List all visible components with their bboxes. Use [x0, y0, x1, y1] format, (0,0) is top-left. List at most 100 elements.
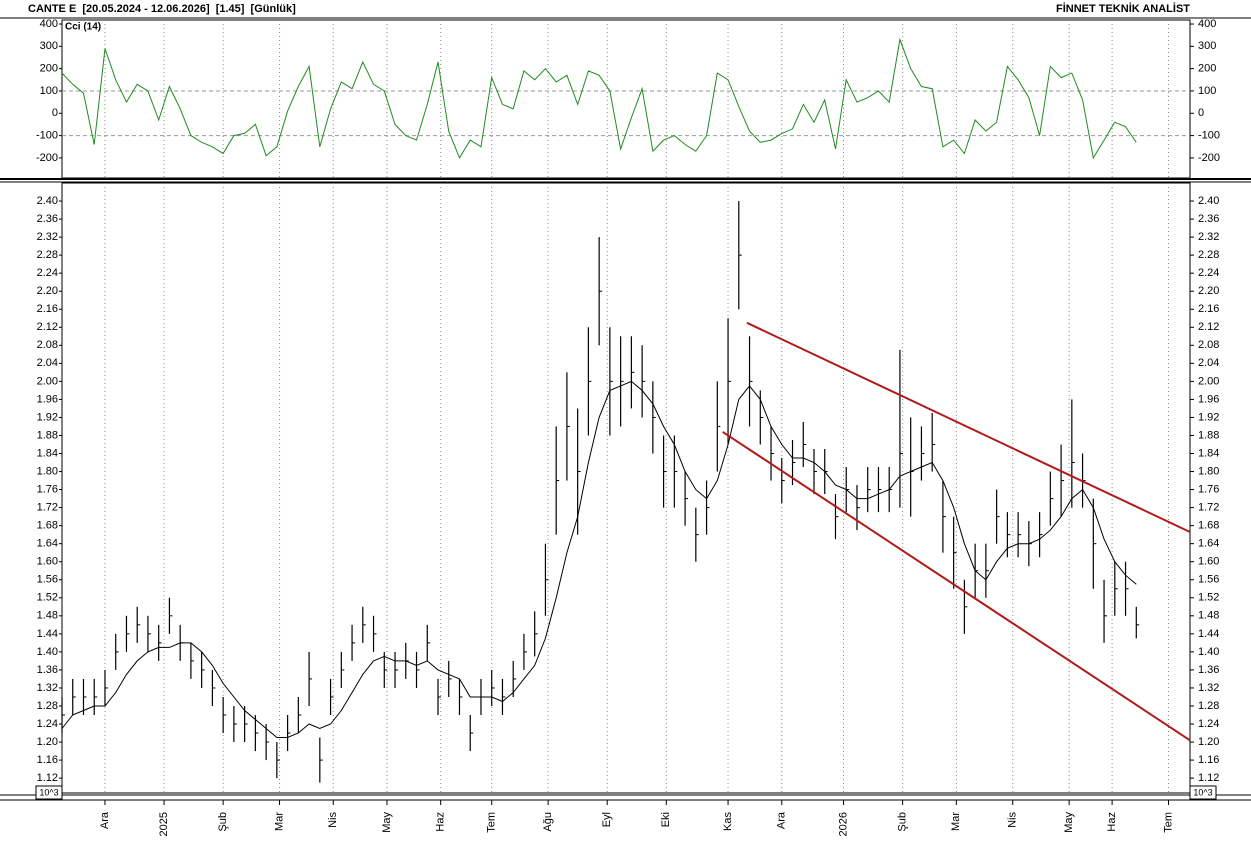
- y-tick-label: -200: [1198, 152, 1220, 164]
- y-tick-label: 1.24: [37, 718, 58, 730]
- y-tick-label: 2.40: [37, 195, 58, 207]
- y-tick-label: 0: [1198, 107, 1204, 119]
- y-tick-label: 1.32: [37, 682, 58, 694]
- y-tick-label: 1.60: [1198, 556, 1219, 568]
- y-tick-label: 2.16: [1198, 303, 1219, 315]
- y-tick-label: 200: [40, 63, 58, 75]
- y-tick-label: 1.72: [37, 502, 58, 514]
- x-tick-label: Ara: [99, 811, 111, 829]
- x-tick-label: Mar: [273, 812, 285, 831]
- y-tick-label: 1.44: [1198, 628, 1219, 640]
- y-tick-label: 2.24: [37, 267, 58, 279]
- y-tick-label: 2.20: [1198, 285, 1219, 297]
- y-tick-label: 1.76: [37, 483, 58, 495]
- y-tick-label: 2.40: [1198, 195, 1219, 207]
- y-tick-label: 1.40: [37, 646, 58, 658]
- y-tick-label: 1.80: [1198, 465, 1219, 477]
- y-tick-label: 1.60: [37, 556, 58, 568]
- y-tick-label: 1.20: [37, 736, 58, 748]
- y-tick-label: 1.68: [37, 520, 58, 532]
- y-tick-label: 300: [1198, 40, 1216, 52]
- x-tick-label: Nis: [1007, 812, 1019, 828]
- x-tick-label: Ağu: [542, 812, 554, 832]
- y-tick-label: 1.88: [1198, 429, 1219, 441]
- y-tick-label: 300: [40, 40, 58, 52]
- cci-line: [61, 37, 1137, 160]
- x-tick-label: 2026: [837, 812, 849, 836]
- y-tick-label: -200: [36, 152, 58, 164]
- y-tick-label: 1.96: [37, 393, 58, 405]
- y-tick-label: 1.64: [37, 538, 58, 550]
- x-tick-label: Şub: [217, 812, 229, 832]
- y-tick-label: 2.04: [1198, 357, 1219, 369]
- y-tick-label: 400: [40, 18, 58, 30]
- price-frame: [61, 182, 1191, 794]
- y-tick-label: 2.12: [1198, 321, 1219, 333]
- x-tick-label: Mar: [950, 812, 962, 831]
- y-tick-label: 1.68: [1198, 520, 1219, 532]
- y-tick-label: 1.28: [37, 700, 58, 712]
- y-tick-label: 1.48: [1198, 610, 1219, 622]
- y-tick-label: 2.08: [37, 339, 58, 351]
- y-tick-label: 1.52: [37, 592, 58, 604]
- legend-label: Cci (14): [65, 22, 101, 33]
- y-tick-label: 1.92: [37, 411, 58, 423]
- y-tick-label: 1.32: [1198, 682, 1219, 694]
- x-tick-label: Tem: [486, 812, 498, 833]
- y-tick-label: 1.28: [1198, 700, 1219, 712]
- scale-label: 10^3: [1193, 787, 1212, 797]
- y-tick-label: 2.28: [1198, 249, 1219, 261]
- y-tick-label: 1.16: [37, 754, 58, 766]
- y-tick-label: 1.76: [1198, 483, 1219, 495]
- y-tick-label: 1.84: [1198, 447, 1219, 459]
- y-tick-label: 1.12: [1198, 772, 1219, 784]
- y-tick-label: 1.72: [1198, 502, 1219, 514]
- x-tick-label: Ara: [776, 811, 788, 829]
- y-tick-label: -100: [1198, 130, 1220, 142]
- x-tick-label: Nis: [327, 812, 339, 828]
- y-tick-label: 100: [40, 85, 58, 97]
- y-tick-label: 1.48: [37, 610, 58, 622]
- y-tick-label: 2.28: [37, 249, 58, 261]
- y-tick-label: 200: [1198, 63, 1216, 75]
- y-tick-label: 1.12: [37, 772, 58, 784]
- y-tick-label: 2.00: [1198, 375, 1219, 387]
- y-tick-label: 1.52: [1198, 592, 1219, 604]
- x-tick-label: May: [381, 812, 393, 833]
- x-tick-label: Tem: [1162, 812, 1174, 833]
- y-tick-label: 1.96: [1198, 393, 1219, 405]
- y-tick-label: 2.00: [37, 375, 58, 387]
- y-tick-label: 1.36: [37, 664, 58, 676]
- x-tick-label: Haz: [1106, 812, 1118, 832]
- y-tick-label: 1.92: [1198, 411, 1219, 423]
- y-tick-label: 1.24: [1198, 718, 1219, 730]
- y-tick-label: 1.20: [1198, 736, 1219, 748]
- scale-label: 10^3: [39, 787, 58, 797]
- y-tick-label: 2.36: [1198, 213, 1219, 225]
- x-tick-label: 2025: [158, 812, 170, 836]
- y-tick-label: 1.16: [1198, 754, 1219, 766]
- scale-box: [1189, 785, 1217, 800]
- brand: FİNNET TEKNİK ANALİST: [1056, 2, 1190, 15]
- y-tick-label: 400: [1198, 18, 1216, 30]
- moving-average: [61, 380, 1137, 738]
- y-tick-label: 100: [1198, 85, 1216, 97]
- y-tick-label: 2.16: [37, 303, 58, 315]
- x-tick-label: Haz: [435, 812, 447, 832]
- y-tick-label: 2.08: [1198, 339, 1219, 351]
- y-tick-label: -100: [36, 130, 58, 142]
- y-tick-label: 2.20: [37, 285, 58, 297]
- x-tick-label: Eki: [660, 812, 672, 827]
- y-tick-label: 1.80: [37, 465, 58, 477]
- x-tick-label: Kas: [722, 812, 734, 831]
- y-tick-label: 2.36: [37, 213, 58, 225]
- y-tick-label: 1.56: [37, 574, 58, 586]
- y-tick-label: 2.32: [37, 231, 58, 243]
- y-tick-label: 1.56: [1198, 574, 1219, 586]
- y-tick-label: 1.88: [37, 429, 58, 441]
- y-tick-label: 2.32: [1198, 231, 1219, 243]
- chart-title: CANTE E [20.05.2024 - 12.06.2026] [1.45]…: [28, 3, 296, 15]
- y-tick-label: 1.44: [37, 628, 58, 640]
